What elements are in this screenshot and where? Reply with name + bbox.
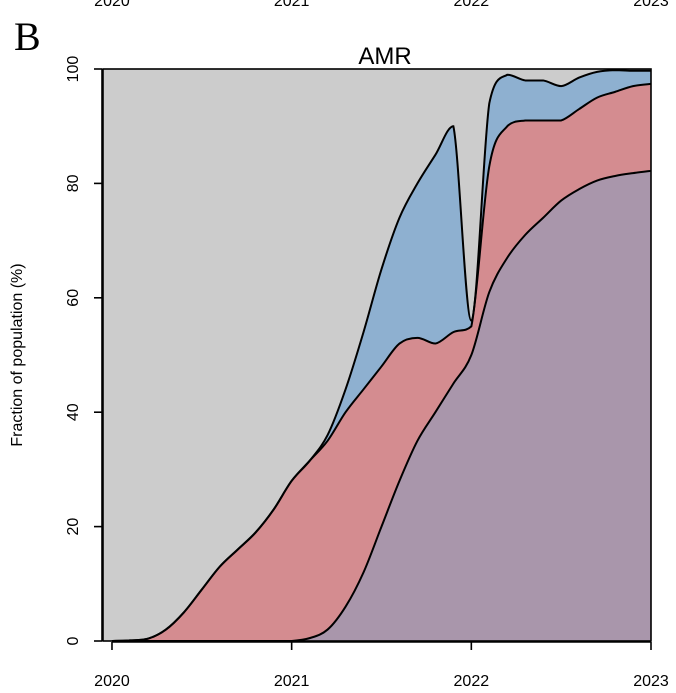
y-tick-label: 40	[65, 403, 82, 421]
y-tick-label: 80	[65, 174, 82, 192]
area-boundary-line-1	[111, 169, 651, 641]
top-clipped-tick-label: 2021	[274, 0, 310, 10]
x-axis: 2020 2021 2022 2023	[94, 641, 669, 690]
panel-label: B	[14, 14, 41, 59]
y-tick-label: 0	[65, 636, 82, 645]
top-clipped-tick-label: 2020	[94, 0, 130, 10]
y-tick-label: 20	[65, 518, 82, 536]
y-tick-label: 60	[65, 289, 82, 307]
x-tick-label: 2020	[94, 673, 130, 690]
y-axis-title: Fraction of population (%)	[9, 263, 26, 446]
area-series-1	[111, 170, 651, 641]
plot-frame	[102, 68, 652, 642]
y-tick-label: 100	[65, 56, 82, 83]
top-clipped-tick-labels: 2020 2021 2022 2023	[94, 0, 669, 10]
chart-title: AMR	[358, 43, 411, 70]
plot-area	[102, 68, 652, 642]
area-layers	[111, 69, 651, 641]
x-tick-label: 2021	[274, 673, 310, 690]
top-clipped-tick-label: 2023	[633, 0, 669, 10]
y-axis: 0 20 40 60 80 100	[65, 56, 103, 645]
top-clipped-tick-label: 2022	[454, 0, 490, 10]
area-boundary-line-3	[111, 69, 651, 641]
x-tick-label: 2022	[454, 673, 490, 690]
x-tick-label: 2023	[633, 673, 669, 690]
